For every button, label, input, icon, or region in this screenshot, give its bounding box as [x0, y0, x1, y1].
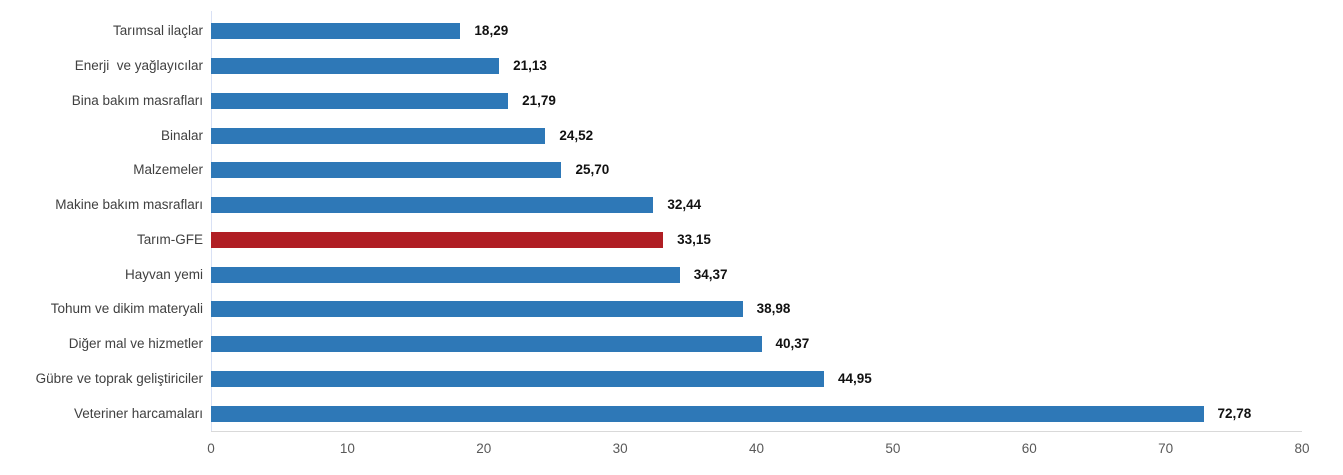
x-tick-label: 0 — [207, 441, 215, 456]
category-label: Bina bakım masrafları — [71, 92, 203, 108]
category-label: Gübre ve toprak geliştiriciler — [35, 370, 203, 386]
x-tick-label: 80 — [1294, 441, 1310, 456]
value-label: 38,98 — [756, 301, 791, 317]
value-label: 24,52 — [559, 127, 594, 143]
value-label: 72,78 — [1217, 405, 1252, 421]
x-tick-label: 40 — [748, 441, 765, 456]
value-label: 21,79 — [522, 92, 556, 108]
category-label: Tarım-GFE — [137, 231, 203, 247]
bar — [211, 336, 762, 353]
value-label: 44,95 — [838, 370, 872, 386]
bar — [211, 197, 654, 214]
bar — [211, 23, 461, 40]
value-label: 25,70 — [575, 162, 610, 178]
category-label: Malzemeler — [133, 162, 203, 178]
x-tick-label: 50 — [885, 441, 901, 456]
category-label: Tohum ve dikim materyali — [50, 301, 203, 317]
bar — [211, 405, 1204, 422]
value-label: 18,29 — [474, 23, 509, 39]
bar — [211, 266, 680, 283]
category-label: Enerji ve yağlayıcılar — [74, 58, 203, 74]
bar — [211, 162, 562, 179]
category-label: Diğer mal ve hizmetler — [68, 336, 203, 352]
x-tick-label: 60 — [1021, 441, 1037, 456]
x-tick-label: 20 — [476, 441, 492, 456]
bar — [211, 58, 500, 75]
category-label: Hayvan yemi — [124, 266, 203, 282]
category-label: Tarımsal ilaçlar — [112, 23, 203, 39]
category-label: Binalar — [160, 127, 203, 143]
value-label: 21,13 — [513, 58, 547, 74]
value-label: 32,44 — [667, 197, 702, 213]
x-tick-label: 30 — [612, 441, 628, 456]
x-tick-label: 70 — [1158, 441, 1174, 456]
value-label: 33,15 — [677, 231, 711, 247]
bar — [211, 301, 743, 318]
bar — [211, 92, 509, 109]
bar-highlight — [211, 231, 664, 248]
value-label: 40,37 — [775, 336, 810, 352]
bar — [211, 127, 546, 144]
x-axis-line — [211, 431, 1302, 432]
category-label: Makine bakım masrafları — [55, 197, 203, 213]
bar — [211, 370, 824, 387]
x-tick-label: 10 — [339, 441, 355, 456]
category-label: Veteriner harcamaları — [73, 405, 203, 421]
y-axis-line — [211, 11, 212, 431]
value-label: 34,37 — [693, 266, 728, 282]
